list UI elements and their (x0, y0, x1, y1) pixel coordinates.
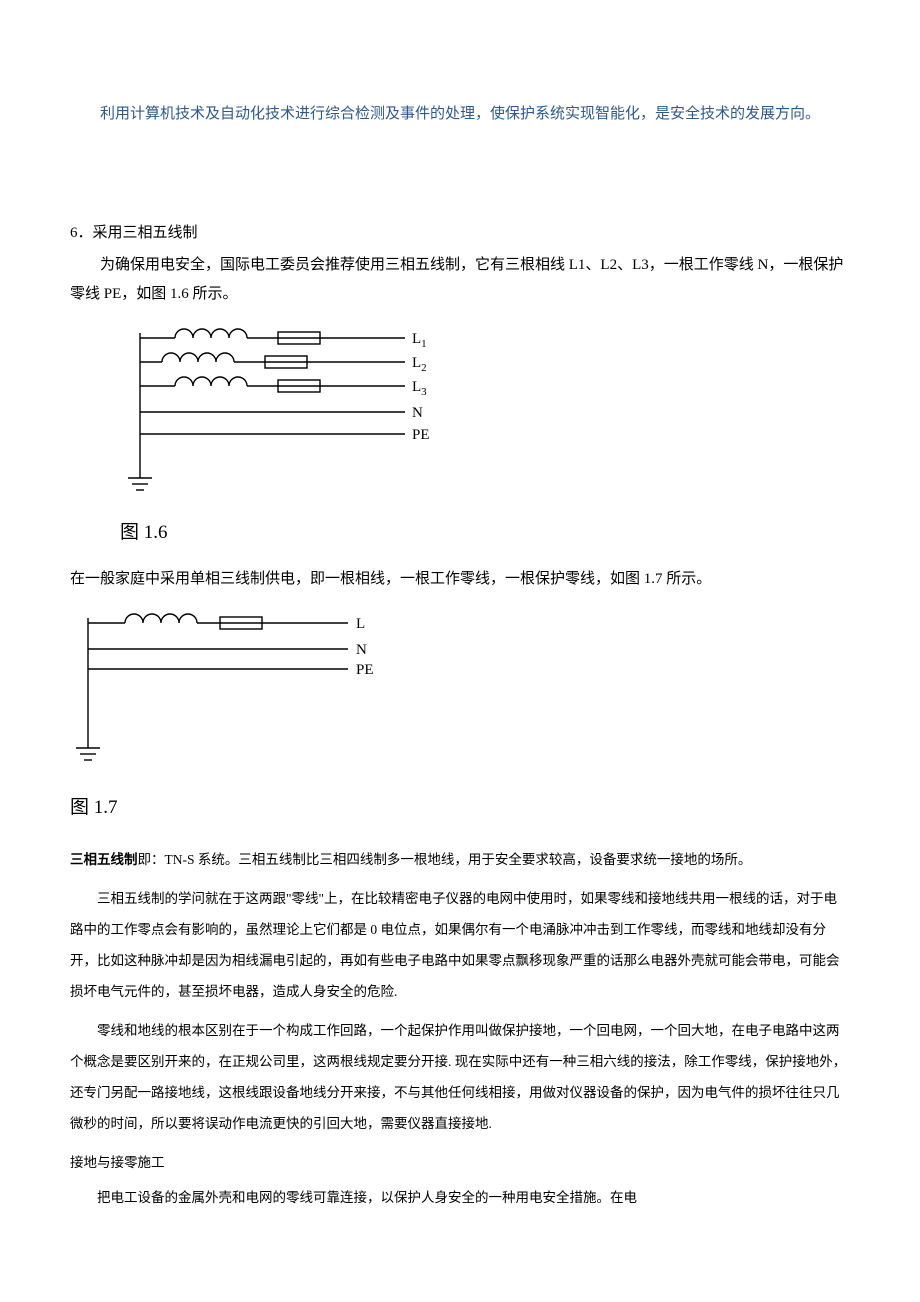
label-PE: PE (412, 427, 430, 443)
section-6-heading: 6．采用三相五线制 (70, 219, 850, 248)
figure-1-6-caption: 图 1.6 (120, 515, 850, 551)
label-L2: L2 (412, 355, 427, 374)
subheading-grounding: 接地与接零施工 (70, 1147, 850, 1178)
bold-term: 三相五线制 (70, 852, 138, 867)
label-L3: L3 (412, 379, 427, 398)
figure-1-6-diagram: L1 L2 L3 N PE (120, 318, 850, 509)
figure-1-7-diagram: L N PE (70, 603, 850, 784)
small-para-4: 把电工设备的金属外壳和电网的零线可靠连接，以保护人身安全的一种用电安全措施。在电 (70, 1182, 850, 1213)
label-N: N (412, 405, 423, 421)
para-after-fig-1-6: 在一般家庭中采用单相三线制供电，即一根相线，一根工作零线，一根保护零线，如图 1… (70, 565, 850, 594)
small-para-1: 三相五线制即：TN-S 系统。三相五线制比三相四线制多一根地线，用于安全要求较高… (70, 844, 850, 875)
label-N-17: N (356, 642, 367, 658)
small-para-2: 三相五线制的学问就在于这两跟"零线"上，在比较精密电子仪器的电网中使用时，如果零… (70, 883, 850, 1007)
small-para-3: 零线和地线的根本区别在于一个构成工作回路，一个起保护作用叫做保护接地，一个回电网… (70, 1015, 850, 1139)
intro-paragraph: 利用计算机技术及自动化技术进行综合检测及事件的处理，使保护系统实现智能化，是安全… (70, 100, 850, 129)
label-PE-17: PE (356, 662, 374, 678)
label-L: L (356, 616, 365, 632)
label-L1: L1 (412, 331, 427, 350)
figure-1-7-caption: 图 1.7 (70, 790, 850, 826)
section-6-para-1: 为确保用电安全，国际电工委员会推荐使用三相五线制，它有三根相线 L1、L2、L3… (70, 251, 850, 308)
